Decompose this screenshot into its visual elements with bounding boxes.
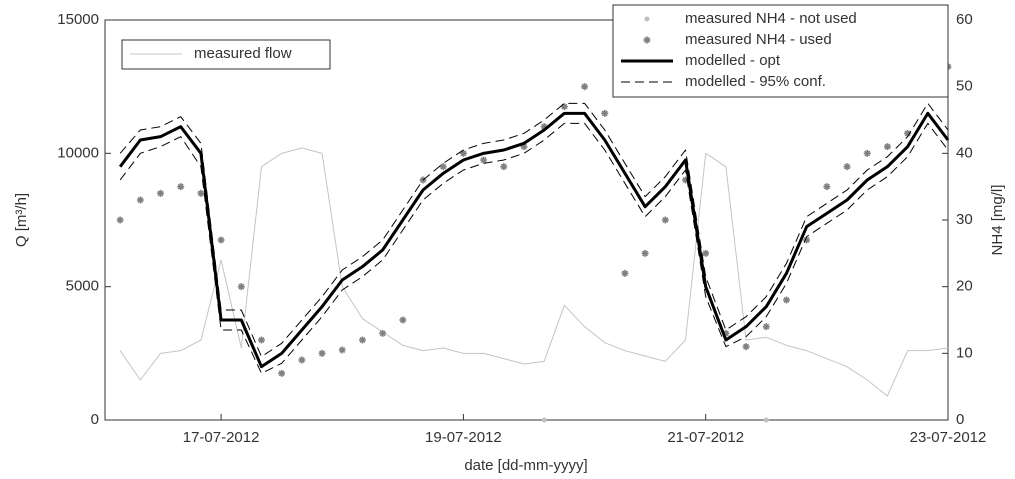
marker xyxy=(379,329,387,337)
marker xyxy=(257,336,265,344)
legend-label: measured flow xyxy=(194,45,292,62)
y2-axis-label: NH4 [mg/l] xyxy=(989,185,1006,256)
y2-tick-label: 60 xyxy=(956,11,973,28)
marker xyxy=(621,269,629,277)
marker xyxy=(541,417,547,423)
series-line xyxy=(118,111,950,369)
marker xyxy=(601,109,609,117)
legend-symbol xyxy=(643,36,651,44)
marker xyxy=(803,236,811,244)
series-line xyxy=(119,147,949,397)
marker xyxy=(116,216,124,224)
marker xyxy=(399,316,407,324)
marker xyxy=(318,349,326,357)
legend-label: modelled - 95% conf. xyxy=(685,73,826,90)
y2-tick-label: 0 xyxy=(956,411,964,428)
marker xyxy=(157,189,165,197)
y2-tick-label: 30 xyxy=(956,211,973,228)
marker xyxy=(298,356,306,364)
marker xyxy=(177,183,185,191)
marker xyxy=(843,163,851,171)
marker xyxy=(217,236,225,244)
marker xyxy=(742,343,750,351)
series-line xyxy=(119,102,949,358)
marker xyxy=(883,143,891,151)
marker xyxy=(338,346,346,354)
marker xyxy=(682,176,690,184)
marker xyxy=(581,83,589,91)
legend-symbol xyxy=(644,16,650,22)
marker xyxy=(863,149,871,157)
marker xyxy=(500,163,508,171)
legend-label: modelled - opt xyxy=(685,52,781,69)
y-tick-label: 10000 xyxy=(57,144,99,161)
marker xyxy=(480,156,488,164)
marker xyxy=(237,283,245,291)
marker xyxy=(904,129,912,137)
y2-tick-label: 50 xyxy=(956,78,973,95)
marker xyxy=(641,249,649,257)
marker xyxy=(439,163,447,171)
marker xyxy=(358,336,366,344)
marker xyxy=(762,323,770,331)
x-tick-label: 19-07-2012 xyxy=(425,429,502,446)
marker xyxy=(823,183,831,191)
marker xyxy=(520,143,528,151)
x-tick-label: 21-07-2012 xyxy=(667,429,744,446)
marker xyxy=(459,149,467,157)
y2-tick-label: 40 xyxy=(956,144,973,161)
marker xyxy=(197,189,205,197)
y-tick-label: 5000 xyxy=(66,278,99,295)
marker xyxy=(136,196,144,204)
y-tick-label: 15000 xyxy=(57,11,99,28)
marker xyxy=(702,249,710,257)
marker xyxy=(560,103,568,111)
legend-label: measured NH4 - not used xyxy=(685,10,857,27)
marker xyxy=(540,123,548,131)
legend-label: measured NH4 - used xyxy=(685,31,832,48)
x-tick-label: 17-07-2012 xyxy=(183,429,260,446)
x-axis-label: date [dd-mm-yyyy] xyxy=(464,457,587,474)
marker xyxy=(722,329,730,337)
marker xyxy=(763,417,769,423)
y2-tick-label: 20 xyxy=(956,278,973,295)
series-line xyxy=(119,122,949,374)
y-axis-label: Q [m³/h] xyxy=(13,193,30,247)
y-tick-label: 0 xyxy=(91,411,99,428)
x-tick-label: 23-07-2012 xyxy=(910,429,987,446)
marker xyxy=(782,296,790,304)
marker xyxy=(661,216,669,224)
y2-tick-label: 10 xyxy=(956,344,973,361)
marker xyxy=(278,369,286,377)
